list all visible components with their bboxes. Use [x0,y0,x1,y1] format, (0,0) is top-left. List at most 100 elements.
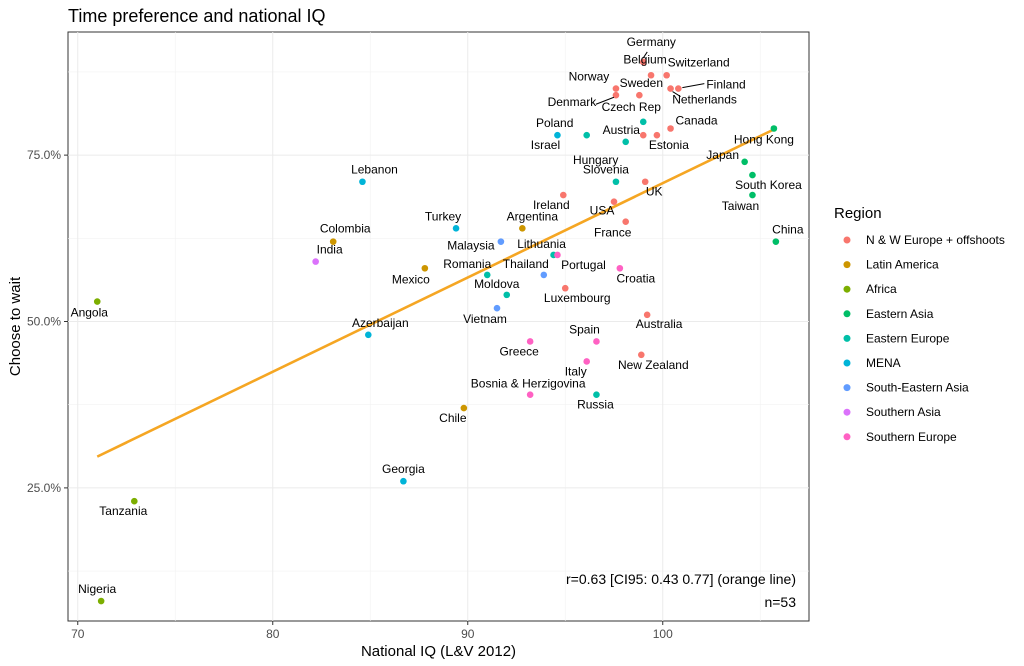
point-label: USA [590,204,615,218]
point-label: Tanzania [99,504,147,518]
correlation-annotation: r=0.63 [CI95: 0.43 0.77] (orange line) [566,571,796,587]
data-point [519,225,526,232]
point-label: Argentina [507,209,559,223]
point-label: Hong Kong [734,133,794,147]
data-point [131,497,138,505]
point-label: Poland [536,116,573,130]
x-tick-label: 100 [653,627,673,641]
point-label: Russia [577,398,614,412]
legend-swatch [843,310,851,318]
fit-line [96,127,777,458]
chart-title: Time preference and national IQ [68,6,325,26]
data-point [593,338,600,345]
data-point [493,304,501,312]
point-label: Israel [531,138,560,152]
legend-swatch [843,236,851,244]
data-point [622,218,629,225]
data-point [460,404,468,412]
point-label: Nigeria [78,582,116,596]
data-points [93,58,780,605]
data-point [647,71,655,79]
point-label: Georgia [382,462,425,476]
data-point [365,331,372,339]
data-point [749,191,756,199]
data-point [639,118,647,126]
data-point [612,85,620,92]
data-point [749,171,756,179]
point-label: Finland [706,78,745,92]
data-point [421,264,429,272]
data-point [503,291,511,299]
x-tick-label: 80 [266,627,280,641]
legend-label: Africa [866,282,897,296]
data-point [583,131,590,139]
y-tick-label: 50.0% [27,315,61,329]
data-point [526,391,534,399]
data-point [741,158,748,166]
point-label: Switzerland [668,55,730,69]
y-axis-title: Choose to wait [7,276,24,376]
data-point [483,271,491,279]
point-label: France [594,226,632,240]
data-point [770,125,778,132]
point-label: Czech Rep [602,100,662,114]
y-tick-label: 25.0% [27,481,61,495]
point-label: Croatia [617,271,656,285]
legend-swatch [843,261,851,269]
data-point [560,191,567,199]
point-label: South Korea [735,178,802,192]
data-point [452,225,460,232]
legend-label: N & W Europe + offshoots [866,233,1005,247]
point-label: Ireland [533,198,570,212]
label-leader-line [642,51,648,59]
point-label: Bosnia & Herzigovina [471,377,586,391]
point-label: Colombia [320,222,371,236]
point-label: Greece [499,344,539,358]
point-label: Slovenia [583,163,629,177]
sample-size-annotation: n=53 [764,594,796,610]
data-point [540,271,548,279]
legend-swatch [843,359,851,367]
fit-line-group [96,127,777,458]
legend-label: Eastern Europe [866,331,950,345]
point-label: Lebanon [351,163,398,177]
point-label: Sweden [620,76,663,90]
data-point [643,311,651,319]
data-point [583,358,590,365]
data-point [359,178,366,186]
point-label: Japan [706,148,739,162]
x-tick-label: 70 [71,627,85,641]
data-point [554,131,561,139]
data-point [593,391,600,399]
point-label: Germany [627,35,676,49]
data-point [554,251,561,259]
point-label: Thailand [503,257,549,271]
legend-swatch [843,334,851,342]
legend-label: MENA [866,356,901,370]
point-label: Austria [603,123,641,137]
point-label: Vietnam [463,312,507,326]
point-label: India [317,243,343,257]
point-label: China [772,223,804,237]
legend-label: South-Eastern Asia [866,381,969,395]
point-label: Luxembourg [544,291,611,305]
data-point [93,298,101,305]
data-point [667,125,674,132]
data-point [636,91,643,99]
point-label: Australia [636,317,683,331]
point-label: Azerbaijan [352,316,409,330]
label-leader-line [595,96,615,105]
data-point [653,131,661,139]
point-label: Turkey [425,209,461,223]
point-label: New Zealand [618,358,689,372]
point-label: Angola [71,306,109,320]
point-label: Denmark [548,95,598,109]
point-label: Netherlands [672,93,737,107]
legend: N & W Europe + offshoots Latin America Afr… [843,233,1005,444]
point-label: Norway [569,70,610,84]
legend-label: Eastern Asia [866,307,934,321]
label-leader-line [682,83,705,89]
y-tick-label: 75.0% [27,148,61,162]
data-point [667,85,674,92]
